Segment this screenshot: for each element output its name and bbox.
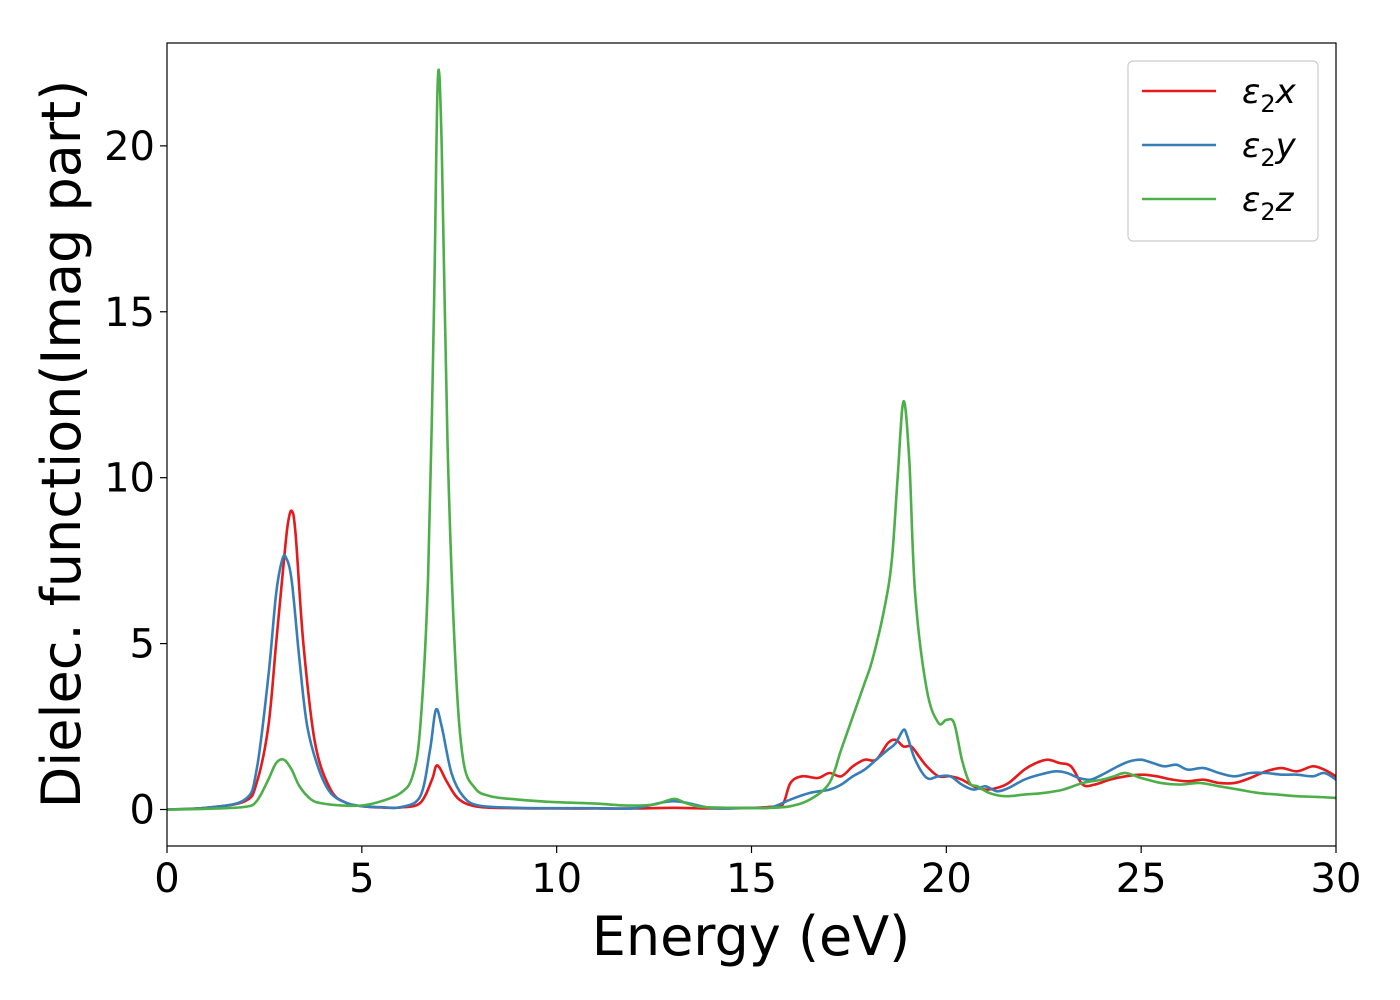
x-axis-title: Energy (eV)	[592, 905, 911, 968]
x-tick-label: 30	[1311, 856, 1362, 902]
x-tick-label: 10	[531, 856, 582, 902]
x-tick-label: 0	[154, 856, 179, 902]
ticks-layer: 0 5 10 15 20 25 30 0 5 10 15 20	[104, 124, 1361, 902]
series-line-y	[167, 554, 1336, 811]
legend-box	[1127, 60, 1319, 242]
x-tick-label: 5	[349, 856, 374, 902]
y-tick-label: 10	[104, 456, 155, 502]
series-line-z	[167, 68, 1336, 811]
y-axis-title: Dielec. function(Imag part)	[30, 80, 93, 809]
x-tick-label: 25	[1116, 856, 1167, 902]
legend-label-y: ε2y	[1242, 126, 1297, 172]
series-layer	[167, 68, 1336, 811]
y-tick-label: 15	[104, 290, 155, 336]
y-tick-label: 5	[130, 622, 155, 668]
y-tick-label: 20	[104, 124, 155, 170]
x-tick-label: 20	[921, 856, 972, 902]
series-line-x	[167, 509, 1336, 811]
legend: ε2x ε2y ε2z	[1127, 60, 1319, 242]
legend-label-x: ε2x	[1242, 72, 1297, 118]
y-tick-label: 0	[130, 788, 155, 834]
x-tick-label: 15	[726, 856, 777, 902]
legend-label-z: ε2z	[1242, 180, 1295, 226]
